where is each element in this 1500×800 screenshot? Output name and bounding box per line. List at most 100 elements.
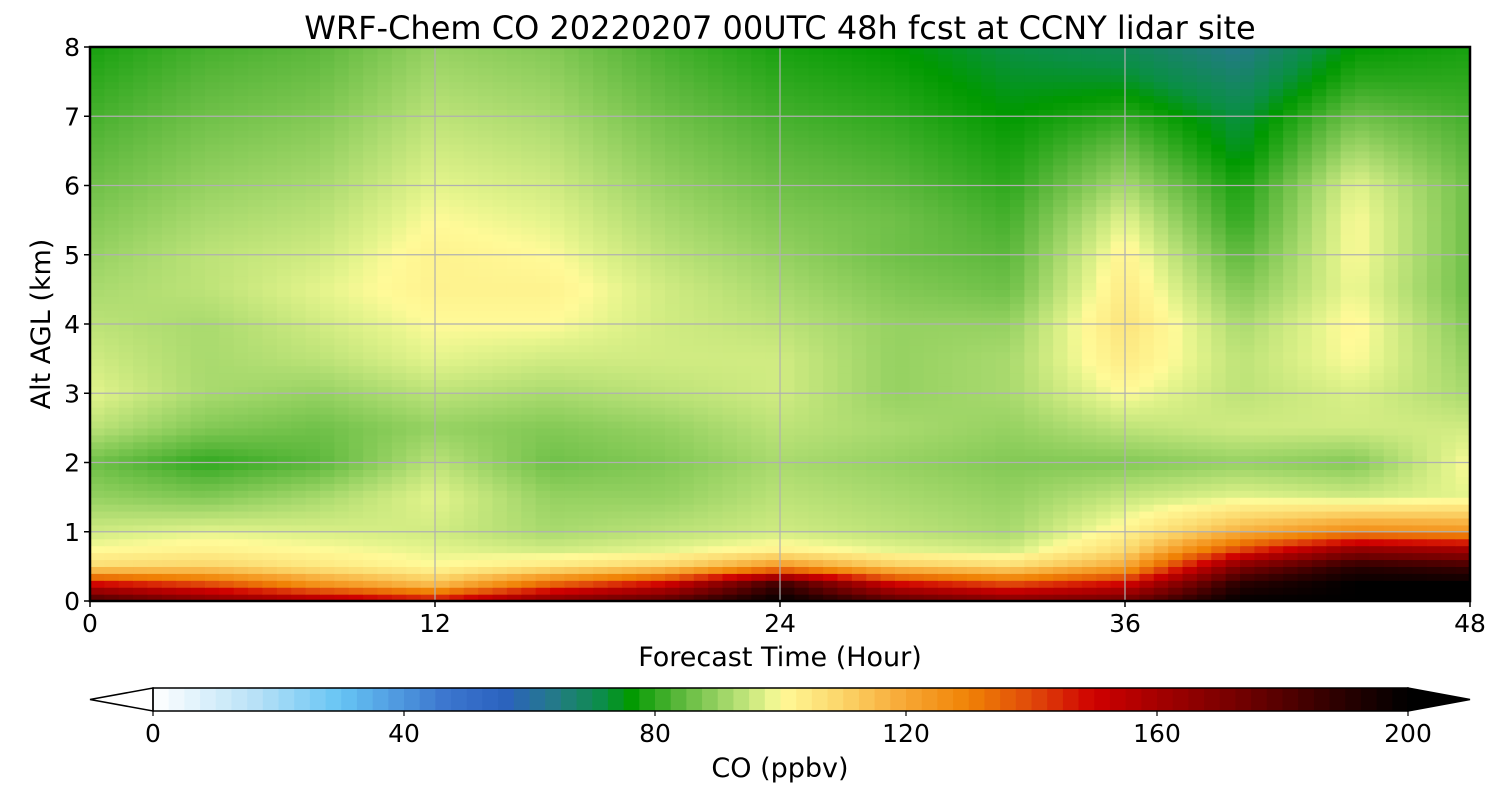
heatmap-cell [995,517,1011,526]
heatmap-cell [161,580,177,588]
heatmap-cell [363,393,379,401]
heatmap-cell [679,566,695,574]
heatmap-cell [895,559,910,567]
heatmap-cell [1225,282,1241,290]
heatmap-cell [736,594,752,601]
heatmap-cell [320,254,335,263]
heatmap-cell [736,268,752,277]
heatmap-cell [1024,469,1040,477]
heatmap-cell [1125,455,1140,464]
heatmap-cell [1139,261,1155,270]
heatmap-cell [593,434,609,443]
heatmap-cell [535,441,551,450]
heatmap-cell [808,573,824,581]
heatmap-cell [1096,379,1112,387]
heatmap-cell [952,587,968,595]
heatmap-cell [1053,490,1069,498]
heatmap-cell [1024,365,1040,374]
heatmap-cell [1398,448,1414,457]
heatmap-cell [966,289,982,297]
heatmap-cell [1326,504,1342,512]
heatmap-cell [1024,510,1040,519]
heatmap-cell [118,510,134,519]
heatmap-cell [435,386,450,394]
heatmap-cell [1168,324,1184,332]
heatmap-cell [1067,282,1083,290]
heatmap-cell [1110,337,1126,346]
heatmap-cell [708,545,724,554]
heatmap-cell [1383,414,1399,422]
heatmap-cell [1441,337,1457,346]
heatmap-cell [593,365,609,374]
heatmap-cell [205,261,220,270]
heatmap-cell [1383,559,1399,567]
heatmap-cell [693,566,709,574]
heatmap-cell [923,594,939,601]
heatmap-cell [1168,379,1184,387]
heatmap-cell [938,324,954,332]
heatmap-cell [938,517,954,526]
heatmap-cell [176,517,192,526]
heatmap-cell [1441,282,1457,290]
heatmap-cell [1268,282,1284,290]
heatmap-cell [1168,372,1184,380]
heatmap-cell [837,407,853,415]
heatmap-cell [794,545,810,554]
heatmap-cell [406,531,422,540]
heatmap-cell [981,268,997,277]
heatmap-cell [880,580,896,588]
heatmap-cell [851,552,867,561]
heatmap-cell [1268,483,1284,491]
heatmap-cell [1110,351,1126,360]
heatmap-cell [1182,580,1198,588]
heatmap-cell [506,317,522,325]
heatmap-cell [1412,358,1428,367]
heatmap-cell [449,261,465,270]
heatmap-cell [866,247,882,256]
heatmap-cell [118,240,134,249]
heatmap-cell [492,282,508,290]
heatmap-cell [966,358,982,367]
heatmap-cell [478,317,494,325]
heatmap-cell [1024,344,1040,353]
heatmap-cell [995,268,1011,277]
heatmap-cell [650,587,666,595]
heatmap-cell [363,344,379,353]
heatmap-cell [1110,573,1126,581]
heatmap-cell [1412,240,1428,249]
heatmap-cell [1010,420,1025,429]
heatmap-cell [1455,407,1470,415]
heatmap-cell [938,504,954,512]
heatmap-cell [377,407,393,415]
heatmap-cell [1412,545,1428,554]
heatmap-cell [693,268,709,277]
heatmap-cell [1426,358,1442,367]
heatmap-cell [334,393,350,401]
heatmap-cell [406,268,422,277]
heatmap-cell [176,414,192,422]
heatmap-cell [823,580,839,588]
heatmap-cell [377,524,393,533]
heatmap-cell [219,386,235,394]
heatmap-cell [636,330,652,339]
heatmap-cell [1326,275,1342,284]
heatmap-cell [1383,531,1399,540]
heatmap-cell [1268,296,1284,304]
heatmap-cell [1125,594,1140,601]
heatmap-cell [880,344,896,353]
heatmap-cell [1081,559,1097,567]
heatmap-cell [1081,358,1097,367]
heatmap-cell [420,462,436,471]
heatmap-cell [1038,358,1054,367]
heatmap-cell [1283,462,1299,471]
heatmap-cell [736,337,752,346]
heatmap-cell [1024,303,1040,311]
heatmap-cell [708,393,724,401]
heatmap-cell [521,566,537,574]
heatmap-cell [564,455,580,464]
heatmap-cell [420,448,436,457]
heatmap-cell [1081,296,1097,304]
heatmap-cell [1326,254,1342,263]
heatmap-cell [564,441,580,450]
